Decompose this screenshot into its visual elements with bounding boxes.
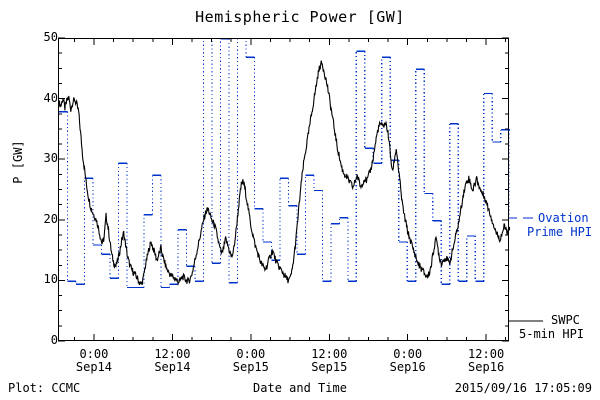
y-tick-label: 30	[43, 151, 58, 166]
x-tick-date: Sep16	[389, 360, 426, 374]
y-tick-label: 20	[43, 211, 58, 226]
x-tick-date: Sep15	[311, 360, 348, 374]
x-tick-label: 12:00 Sep15	[294, 348, 364, 374]
x-tick-time: 12:00	[154, 347, 191, 361]
x-tick-time: 0:00	[236, 347, 266, 361]
y-tick-label: 10	[43, 272, 58, 287]
plot-area	[58, 38, 510, 341]
legend-label-swpc-line2: 5-min HPI	[519, 327, 585, 341]
legend-label-swpc-line1: SWPC	[551, 313, 580, 327]
chart-title: Hemispheric Power [GW]	[195, 8, 405, 26]
plot-credit: Plot: CCMC	[8, 381, 81, 395]
x-tick-time: 12:00	[468, 347, 505, 361]
x-tick-label: 12:00 Sep16	[451, 348, 521, 374]
x-tick-time: 12:00	[311, 347, 348, 361]
x-tick-date: Sep16	[468, 360, 505, 374]
y-tick-label: 50	[43, 30, 58, 44]
x-tick-label: 0:00 Sep16	[373, 348, 443, 374]
x-tick-date: Sep15	[232, 360, 269, 374]
x-tick-date: Sep14	[154, 360, 191, 374]
legend-label-ovation-line1: Ovation	[538, 211, 589, 225]
generation-timestamp: 2015/09/16 17:05:09	[454, 381, 592, 395]
x-tick-time: 0:00	[79, 347, 109, 361]
x-tick-label: 0:00 Sep14	[59, 348, 129, 374]
x-tick-date: Sep14	[75, 360, 112, 374]
x-tick-time: 0:00	[393, 347, 423, 361]
x-tick-label: 12:00 Sep14	[137, 348, 207, 374]
legend-label-ovation-line2: Prime HPI	[527, 225, 593, 239]
plot-canvas	[59, 39, 510, 289]
y-tick-label: 40	[43, 90, 58, 105]
x-tick-label: 0:00 Sep15	[216, 348, 286, 374]
x-axis-title: Date and Time	[253, 381, 347, 395]
y-tick-label: 0	[50, 333, 58, 347]
